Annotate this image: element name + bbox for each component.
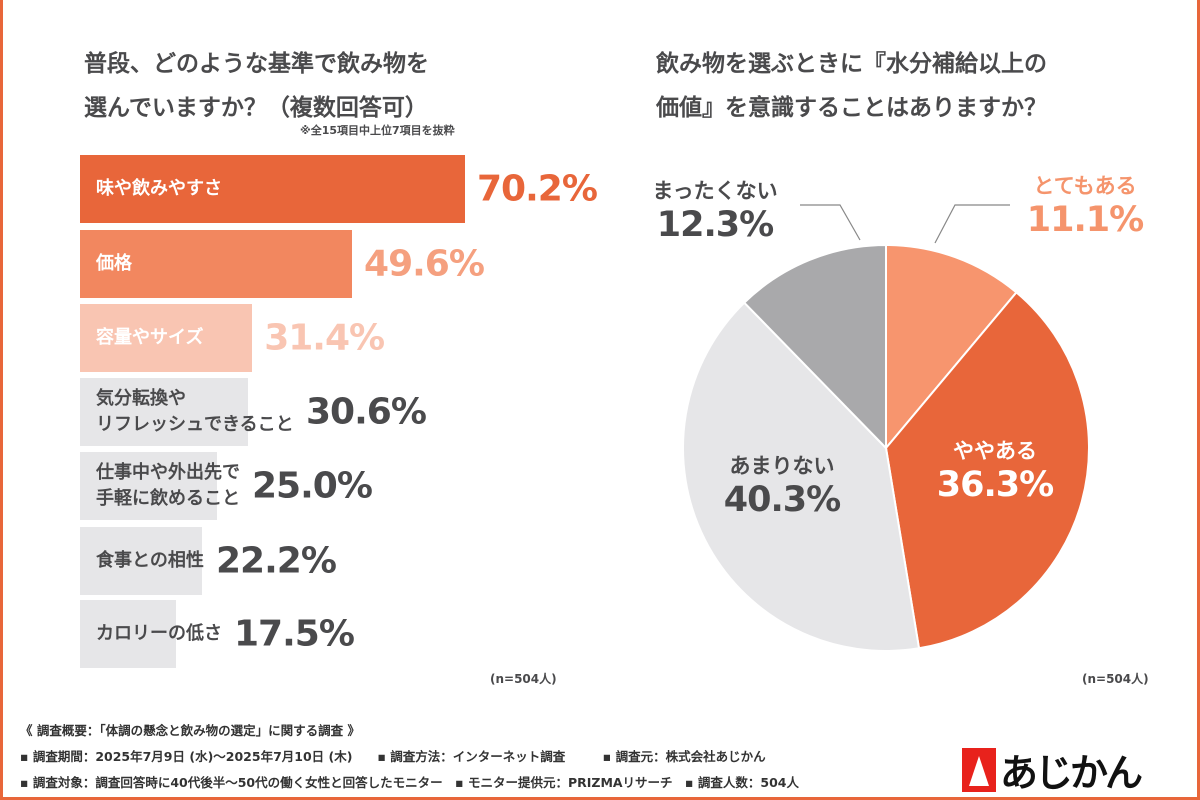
bar-label: 容量やサイズ	[96, 327, 204, 348]
pie-slice	[885, 243, 1018, 451]
title-line: 飲み物を選ぶときに『水分補給以上の	[656, 51, 1047, 77]
bar-sample-size: (n=504人)	[490, 672, 557, 686]
pie-label: まったくない 12.3%	[652, 175, 777, 245]
title-line: 価値』を意識することはありますか？	[656, 95, 1047, 121]
survey-title: 《 調査概要：「体調の懸念と飲み物の選定」に関する調査 》	[20, 723, 360, 738]
pie-slice	[884, 290, 1091, 650]
pie-slice	[682, 301, 921, 652]
bar	[80, 452, 218, 520]
pie-value-label: 11.1%	[1026, 200, 1144, 240]
pie-value-label: 12.3%	[656, 205, 774, 245]
bar-label: 価格	[96, 253, 132, 274]
pie-value-label: 36.3%	[936, 465, 1054, 505]
bar-value-label: 31.4%	[264, 317, 385, 359]
bar	[80, 378, 248, 446]
title-line: 選んでいますか？（複数回答可）	[84, 95, 428, 121]
bar-value-label: 49.6%	[364, 243, 485, 285]
pie-label: とてもある 11.1%	[1026, 170, 1144, 240]
pie-category-label: まったくない	[652, 179, 778, 203]
bar-value-label: 70.2%	[477, 168, 598, 210]
bar-label: 気分転換や リフレッシュできること	[96, 388, 294, 435]
bar-value-label: 30.6%	[306, 391, 427, 433]
pie-sample-size: (n=504人)	[1082, 672, 1149, 686]
survey-details: ▪ 調査期間：2025年7月9日 (水)～2025年7月10日 (木) ▪ 調査…	[20, 749, 766, 764]
logo-mark-icon	[962, 747, 996, 792]
bar-chart-note: ※全15項目中上位7項目を抜粋	[300, 124, 455, 137]
survey-summary: 《 調査概要：「体調の懸念と飲み物の選定」に関する調査 》 ▪ 調査期間：202…	[20, 718, 799, 796]
bar	[80, 155, 465, 223]
bar-value-label: 22.2%	[216, 540, 337, 582]
bar-chart-title: 普段、どのような基準で飲み物を 選んでいますか？（複数回答可）	[84, 42, 429, 130]
pie-category-label: とてもある	[1033, 174, 1137, 198]
pie-label: ややある 36.3%	[936, 435, 1054, 505]
logo-text: あじかん	[1000, 751, 1143, 795]
pie-label: あまりない 40.3%	[723, 450, 841, 520]
title-line: 普段、どのような基準で飲み物を	[84, 51, 429, 77]
leader-line	[800, 204, 861, 241]
pie-slice	[742, 243, 887, 451]
bar	[80, 600, 176, 668]
bar-label: 味や飲みやすさ	[96, 178, 222, 199]
bar-value-label: 17.5%	[234, 613, 355, 655]
bar-label: 食事との相性	[96, 550, 204, 571]
bar-label: カロリーの低さ	[96, 623, 222, 644]
bar	[80, 304, 253, 372]
pie-chart-title: 飲み物を選ぶときに『水分補給以上の 価値』を意識することはありますか？	[656, 42, 1047, 130]
ajikan-logo: あじかん	[962, 742, 1143, 797]
bar	[80, 230, 353, 298]
bar-value-label: 25.0%	[252, 465, 373, 507]
pie-value-label: 40.3%	[723, 480, 841, 520]
bar	[80, 527, 202, 595]
pie-category-label: ややある	[953, 439, 1037, 463]
pie-category-label: あまりない	[729, 454, 835, 478]
bar-label: 仕事中や外出先で 手軽に飲めること	[96, 462, 240, 509]
survey-details: ▪ 調査対象：調査回答時に40代後半～50代の働く女性と回答したモニター ▪ モ…	[20, 775, 799, 790]
leader-line	[934, 204, 1010, 244]
